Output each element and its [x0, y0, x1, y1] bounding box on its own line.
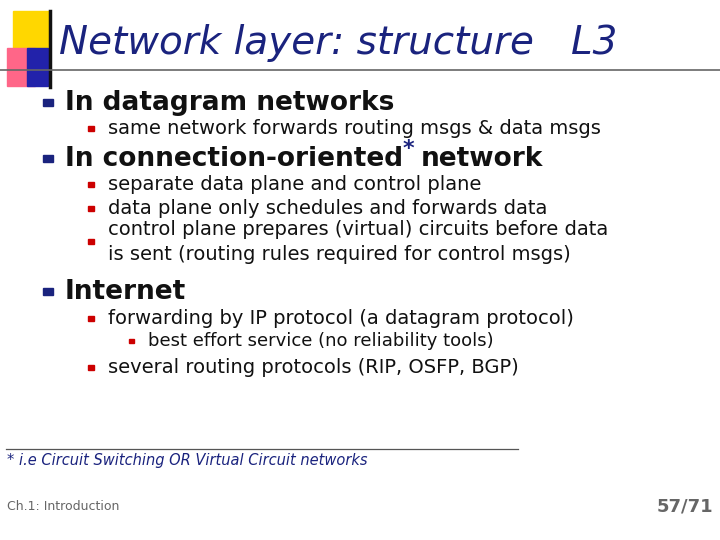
- Text: Network layer: structure   L3: Network layer: structure L3: [59, 24, 618, 62]
- Bar: [27, 48, 48, 86]
- Bar: [13, 11, 50, 57]
- Text: separate data plane and control plane: separate data plane and control plane: [108, 175, 482, 194]
- Bar: [43, 156, 53, 162]
- Text: 57/71: 57/71: [656, 497, 713, 516]
- Text: control plane prepares (virtual) circuits before data
is sent (routing rules req: control plane prepares (virtual) circuit…: [108, 220, 608, 264]
- Bar: [88, 182, 94, 187]
- Text: * i.e Circuit Switching OR Virtual Circuit networks: * i.e Circuit Switching OR Virtual Circu…: [7, 453, 368, 468]
- Bar: [7, 48, 35, 86]
- Text: forwarding by IP protocol (a datagram protocol): forwarding by IP protocol (a datagram pr…: [108, 309, 574, 328]
- Text: In datagram networks: In datagram networks: [65, 90, 394, 116]
- Bar: [88, 126, 94, 131]
- Text: Internet: Internet: [65, 279, 186, 305]
- Text: several routing protocols (RIP, OSFP, BGP): several routing protocols (RIP, OSFP, BG…: [108, 357, 518, 377]
- Text: data plane only schedules and forwards data: data plane only schedules and forwards d…: [108, 199, 547, 218]
- Text: best effort service (no reliability tools): best effort service (no reliability tool…: [148, 332, 493, 350]
- Text: network: network: [420, 146, 543, 172]
- Bar: [43, 288, 53, 295]
- Bar: [88, 206, 94, 211]
- Bar: [88, 365, 94, 369]
- Text: In connection-oriented: In connection-oriented: [65, 146, 403, 172]
- Bar: [88, 316, 94, 321]
- Text: Ch.1: Introduction: Ch.1: Introduction: [7, 500, 120, 513]
- Bar: [129, 340, 134, 343]
- Text: *: *: [402, 139, 422, 159]
- Bar: [88, 239, 94, 244]
- Bar: [43, 99, 53, 106]
- Text: same network forwards routing msgs & data msgs: same network forwards routing msgs & dat…: [108, 119, 601, 138]
